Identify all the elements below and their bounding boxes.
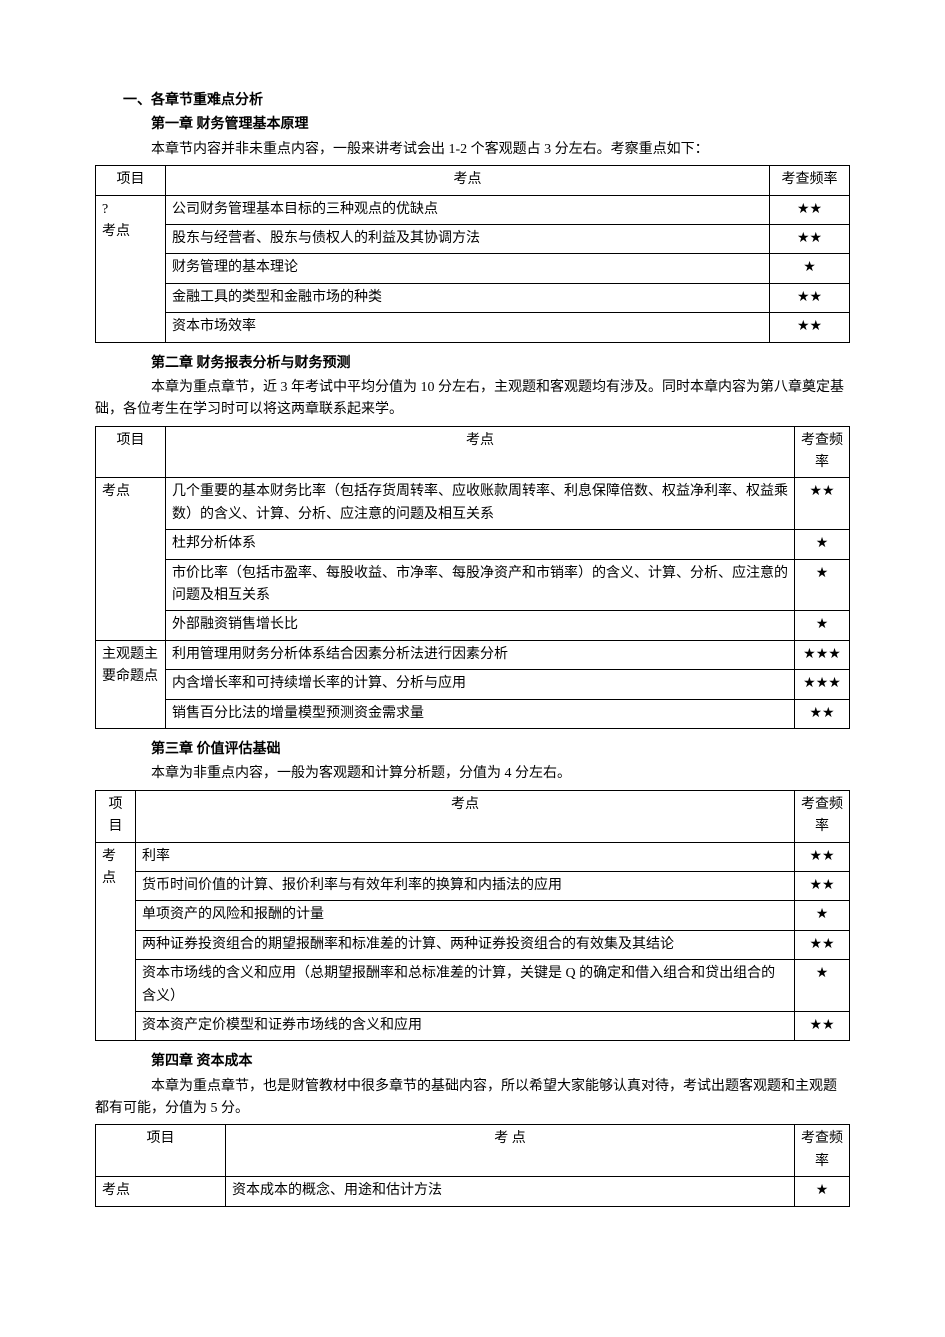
row-label: 考点 [96, 1177, 226, 1206]
point-cell: 利率 [136, 842, 795, 871]
row-label: ?考点 [96, 195, 166, 342]
col-point: 考点 [166, 426, 795, 478]
col-proj: 项目 [96, 790, 136, 842]
col-proj: 项目 [96, 426, 166, 478]
table-row: 内含增长率和可持续增长率的计算、分析与应用 ★★★ [96, 670, 850, 699]
table-row: 市价比率（包括市盈率、每股收益、市净率、每股净资产和市销率）的含义、计算、分析、… [96, 559, 850, 611]
point-cell: 外部融资销售增长比 [166, 611, 795, 640]
freq-cell: ★ [770, 254, 850, 283]
table-row: 考点 利率 ★★ [96, 842, 850, 871]
point-cell: 杜邦分析体系 [166, 530, 795, 559]
col-proj: 项目 [96, 166, 166, 195]
table-row: ?考点 公司财务管理基本目标的三种观点的优缺点 ★★ [96, 195, 850, 224]
table-header-row: 项目 考点 考查频率 [96, 790, 850, 842]
col-point: 考点 [136, 790, 795, 842]
table-row: 两种证券投资组合的期望报酬率和标准差的计算、两种证券投资组合的有效集及其结论 ★… [96, 930, 850, 959]
point-cell: 资本成本的概念、用途和估计方法 [226, 1177, 795, 1206]
point-cell: 单项资产的风险和报酬的计量 [136, 901, 795, 930]
ch1-title: 第一章 财务管理基本原理 [95, 114, 850, 136]
col-freq: 考查频率 [795, 790, 850, 842]
table-row: 财务管理的基本理论 ★ [96, 254, 850, 283]
freq-cell: ★★ [795, 1011, 850, 1040]
row-label: 考点 [96, 842, 136, 1041]
ch2-intro: 本章为重点章节，近 3 年考试中平均分值为 10 分左右，主观题和客观题均有涉及… [95, 377, 850, 422]
freq-cell: ★ [795, 960, 850, 1012]
table-row: 考点 资本成本的概念、用途和估计方法 ★ [96, 1177, 850, 1206]
freq-cell: ★ [795, 611, 850, 640]
freq-cell: ★ [795, 1177, 850, 1206]
point-cell: 内含增长率和可持续增长率的计算、分析与应用 [166, 670, 795, 699]
point-cell: 货币时间价值的计算、报价利率与有效年利率的换算和内插法的应用 [136, 871, 795, 900]
table-row: 销售百分比法的增量模型预测资金需求量 ★★ [96, 699, 850, 728]
freq-cell: ★★ [770, 195, 850, 224]
freq-cell: ★ [795, 559, 850, 611]
freq-cell: ★ [795, 901, 850, 930]
freq-cell: ★★★ [795, 640, 850, 669]
point-cell: 股东与经营者、股东与债权人的利益及其协调方法 [166, 224, 770, 253]
col-point: 考 点 [226, 1125, 795, 1177]
main-heading: 一、各章节重难点分析 [95, 90, 850, 112]
point-cell: 资本市场线的含义和应用（总期望报酬率和总标准差的计算，关键是 Q 的确定和借入组… [136, 960, 795, 1012]
ch4-title: 第四章 资本成本 [95, 1051, 850, 1073]
freq-cell: ★★ [795, 871, 850, 900]
table-header-row: 项目 考点 考查频率 [96, 166, 850, 195]
table-header-row: 项目 考点 考查频率 [96, 426, 850, 478]
col-freq: 考查频率 [795, 1125, 850, 1177]
table-row: 股东与经营者、股东与债权人的利益及其协调方法 ★★ [96, 224, 850, 253]
point-cell: 资本市场效率 [166, 313, 770, 342]
ch1-intro: 本章节内容并非未重点内容，一般来讲考试会出 1-2 个客观题占 3 分左右。考察… [95, 139, 850, 161]
point-cell: 财务管理的基本理论 [166, 254, 770, 283]
col-point: 考点 [166, 166, 770, 195]
table-row: 杜邦分析体系 ★ [96, 530, 850, 559]
table-row: 单项资产的风险和报酬的计量 ★ [96, 901, 850, 930]
point-cell: 市价比率（包括市盈率、每股收益、市净率、每股净资产和市销率）的含义、计算、分析、… [166, 559, 795, 611]
freq-cell: ★★ [795, 842, 850, 871]
table-row: 考点 几个重要的基本财务比率（包括存货周转率、应收账款周转率、利息保障倍数、权益… [96, 478, 850, 530]
ch3-intro: 本章为非重点内容，一般为客观题和计算分析题，分值为 4 分左右。 [95, 763, 850, 785]
table-row: 资本市场效率 ★★ [96, 313, 850, 342]
point-cell: 两种证券投资组合的期望报酬率和标准差的计算、两种证券投资组合的有效集及其结论 [136, 930, 795, 959]
table-header-row: 项目 考 点 考查频率 [96, 1125, 850, 1177]
freq-cell: ★ [795, 530, 850, 559]
ch4-intro: 本章为重点章节，也是财管教材中很多章节的基础内容，所以希望大家能够认真对待，考试… [95, 1076, 850, 1121]
freq-cell: ★★ [770, 283, 850, 312]
freq-cell: ★★ [795, 930, 850, 959]
freq-cell: ★★ [770, 224, 850, 253]
col-freq: 考查频率 [770, 166, 850, 195]
table-row: 主观题主要命题点 利用管理用财务分析体系结合因素分析法进行因素分析 ★★★ [96, 640, 850, 669]
ch4-table: 项目 考 点 考查频率 考点 资本成本的概念、用途和估计方法 ★ [95, 1124, 850, 1206]
row-label: 主观题主要命题点 [96, 640, 166, 728]
freq-cell: ★★ [795, 699, 850, 728]
table-row: 货币时间价值的计算、报价利率与有效年利率的换算和内插法的应用 ★★ [96, 871, 850, 900]
freq-cell: ★★ [795, 478, 850, 530]
point-cell: 公司财务管理基本目标的三种观点的优缺点 [166, 195, 770, 224]
point-cell: 几个重要的基本财务比率（包括存货周转率、应收账款周转率、利息保障倍数、权益净利率… [166, 478, 795, 530]
ch1-table: 项目 考点 考查频率 ?考点 公司财务管理基本目标的三种观点的优缺点 ★★ 股东… [95, 165, 850, 342]
row-label: 考点 [96, 478, 166, 640]
col-proj: 项目 [96, 1125, 226, 1177]
point-cell: 资本资产定价模型和证券市场线的含义和应用 [136, 1011, 795, 1040]
point-cell: 金融工具的类型和金融市场的种类 [166, 283, 770, 312]
col-freq: 考查频率 [795, 426, 850, 478]
table-row: 金融工具的类型和金融市场的种类 ★★ [96, 283, 850, 312]
point-cell: 销售百分比法的增量模型预测资金需求量 [166, 699, 795, 728]
ch2-table: 项目 考点 考查频率 考点 几个重要的基本财务比率（包括存货周转率、应收账款周转… [95, 426, 850, 729]
freq-cell: ★★★ [795, 670, 850, 699]
ch3-title: 第三章 价值评估基础 [95, 739, 850, 761]
table-row: 外部融资销售增长比 ★ [96, 611, 850, 640]
table-row: 资本资产定价模型和证券市场线的含义和应用 ★★ [96, 1011, 850, 1040]
point-cell: 利用管理用财务分析体系结合因素分析法进行因素分析 [166, 640, 795, 669]
ch2-title: 第二章 财务报表分析与财务预测 [95, 353, 850, 375]
ch3-table: 项目 考点 考查频率 考点 利率 ★★ 货币时间价值的计算、报价利率与有效年利率… [95, 790, 850, 1042]
freq-cell: ★★ [770, 313, 850, 342]
table-row: 资本市场线的含义和应用（总期望报酬率和总标准差的计算，关键是 Q 的确定和借入组… [96, 960, 850, 1012]
